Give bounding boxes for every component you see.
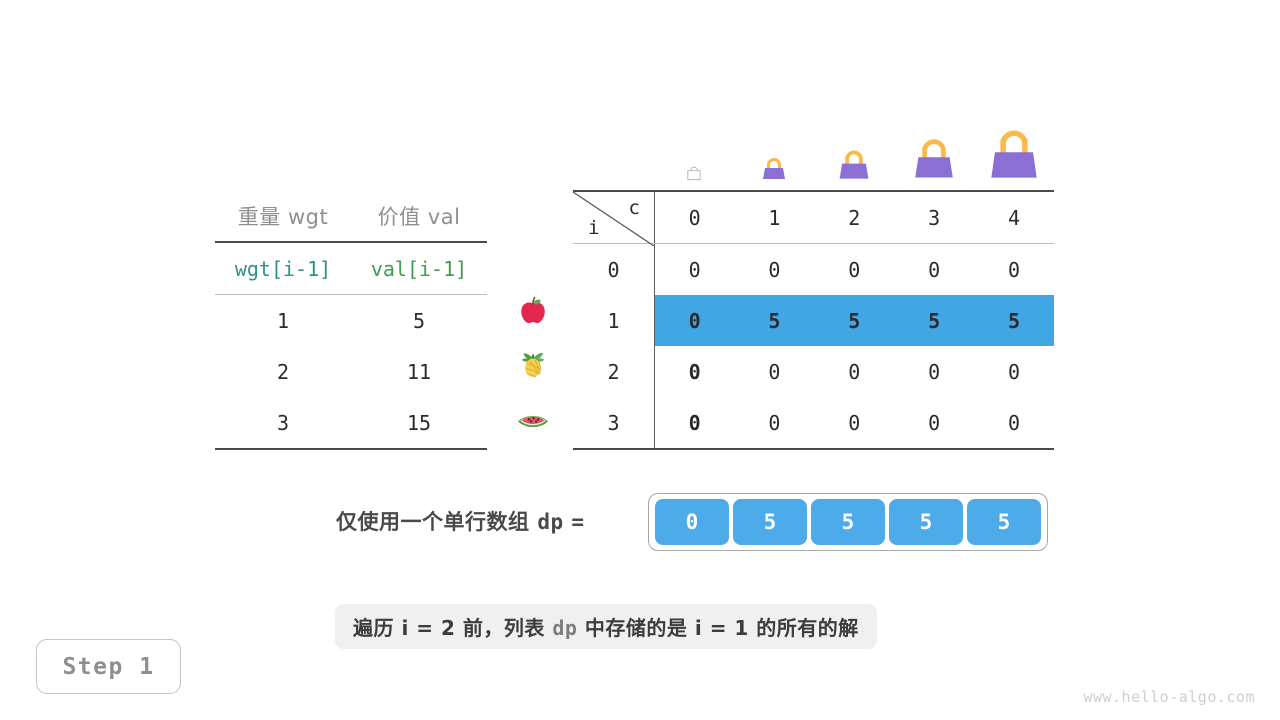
item-val-value: 5 — [412, 308, 426, 333]
items-index-val: val[i-1] — [351, 242, 487, 295]
caption-part-2: 中存储的是 i = 1 的所有的解 — [584, 616, 859, 640]
dp-matrix-corner-cell: i c — [573, 190, 655, 246]
dp-cell: 0 — [1008, 359, 1021, 384]
dp-array-cell: 5 — [967, 499, 1041, 545]
corner-col-label: c — [628, 197, 640, 219]
dp-cell: 0 — [974, 397, 1054, 450]
bag-icon-3 — [894, 133, 974, 187]
bag-icon-4 — [974, 125, 1054, 187]
items-table-grid: 重量 wgt 价值 val wgt[i-1] val[i-1] 1 5 2 11… — [215, 190, 487, 450]
dp-col-header: 3 — [894, 190, 975, 244]
bag-icon-1 — [734, 151, 814, 187]
dp-cell: 0 — [814, 397, 895, 450]
bag-icon-0 — [654, 161, 734, 187]
dp-array-label-equals: = — [571, 510, 585, 534]
items-header-val: 价值 val — [351, 190, 487, 243]
bag-icon-row — [654, 125, 1054, 187]
dp-array-cell: 5 — [733, 499, 807, 545]
dp-col-header: 0 — [654, 190, 735, 244]
dp-col-header: 4 — [974, 190, 1054, 244]
items-header-wgt: 重量 wgt — [215, 190, 351, 243]
item-val-value: 11 — [406, 359, 432, 384]
apple-icon — [505, 295, 561, 346]
dp-cell: 5 — [974, 295, 1054, 346]
dp-matrix-row: 0 0 0 0 0 0 — [573, 243, 1054, 295]
items-row: 2 11 — [215, 346, 487, 397]
dp-matrix: i c 0 1 2 3 4 0 0 0 0 0 0 1 0 5 5 5 5 2 — [573, 190, 1054, 450]
dp-cell: 0 — [768, 359, 781, 384]
dp-array-label-name: dp — [537, 510, 564, 534]
dp-cell: 5 — [734, 295, 815, 346]
caption-part-1: 遍历 i = 2 前，列表 — [353, 616, 545, 640]
dp-array-cell: 5 — [889, 499, 963, 545]
dp-matrix-row: 2 0 0 0 0 0 — [573, 346, 1054, 397]
dp-array-cell: 5 — [811, 499, 885, 545]
dp-cell: 0 — [654, 397, 735, 450]
watermark-text: www.hello-algo.com — [1083, 688, 1255, 706]
dp-cell: 0 — [688, 257, 701, 282]
dp-row-header: 1 — [573, 295, 655, 346]
step-badge: Step 1 — [36, 639, 181, 694]
items-index-row: wgt[i-1] val[i-1] — [215, 242, 487, 295]
dp-array-container: 0 5 5 5 5 — [648, 493, 1048, 551]
dp-array-label: 仅使用一个单行数组 dp = — [336, 506, 585, 536]
diagonal-divider-icon — [573, 192, 654, 246]
item-val-value: 15 — [351, 397, 487, 450]
item-wgt-value: 1 — [276, 308, 290, 333]
bag-icon-2 — [814, 143, 894, 187]
corner-row-label: i — [588, 217, 600, 239]
dp-matrix-row: 3 0 0 0 0 0 — [573, 397, 1054, 450]
fruit-icon-column — [505, 295, 561, 448]
watermelon-icon — [505, 397, 561, 448]
dp-cell: 0 — [688, 359, 701, 384]
watermark: www.hello-algo.com — [1083, 688, 1255, 706]
dp-array-label-text: 仅使用一个单行数组 — [336, 510, 530, 534]
dp-cell: 0 — [734, 397, 815, 450]
items-table: 重量 wgt 价值 val wgt[i-1] val[i-1] 1 5 2 11… — [215, 190, 487, 450]
dp-cell: 0 — [768, 257, 781, 282]
item-wgt-value: 2 — [276, 359, 290, 384]
item-wgt-value: 3 — [215, 397, 351, 450]
dp-row-header: 3 — [573, 397, 655, 450]
dp-cell: 0 — [654, 295, 735, 346]
dp-cell: 0 — [894, 397, 975, 450]
dp-cell: 0 — [1008, 257, 1021, 282]
dp-row-header: 2 — [573, 346, 655, 397]
items-row: 3 15 — [215, 397, 487, 450]
dp-matrix-header-row: i c 0 1 2 3 4 — [573, 190, 1054, 246]
dp-array-cell: 0 — [655, 499, 729, 545]
dp-matrix-row-highlighted: 1 0 5 5 5 5 — [573, 295, 1054, 346]
pineapple-icon — [505, 346, 561, 397]
dp-cell: 0 — [848, 257, 861, 282]
dp-col-header: 1 — [734, 190, 815, 244]
dp-cell: 0 — [928, 257, 941, 282]
caption-dp-token: dp — [552, 616, 578, 640]
dp-col-header: 2 — [814, 190, 895, 244]
dp-matrix-grid: i c 0 1 2 3 4 0 0 0 0 0 0 1 0 5 5 5 5 2 — [573, 190, 1054, 450]
items-index-wgt: wgt[i-1] — [215, 242, 351, 295]
dp-cell: 0 — [848, 359, 861, 384]
caption-banner: 遍历 i = 2 前，列表 dp 中存储的是 i = 1 的所有的解 — [335, 604, 877, 649]
dp-cell: 5 — [814, 295, 895, 346]
items-table-header-row: 重量 wgt 价值 val — [215, 190, 487, 243]
dp-cell: 0 — [928, 359, 941, 384]
step-badge-label: Step 1 — [62, 653, 155, 680]
items-row: 1 5 — [215, 295, 487, 347]
dp-row-header: 0 — [573, 243, 655, 295]
dp-cell: 5 — [894, 295, 975, 346]
